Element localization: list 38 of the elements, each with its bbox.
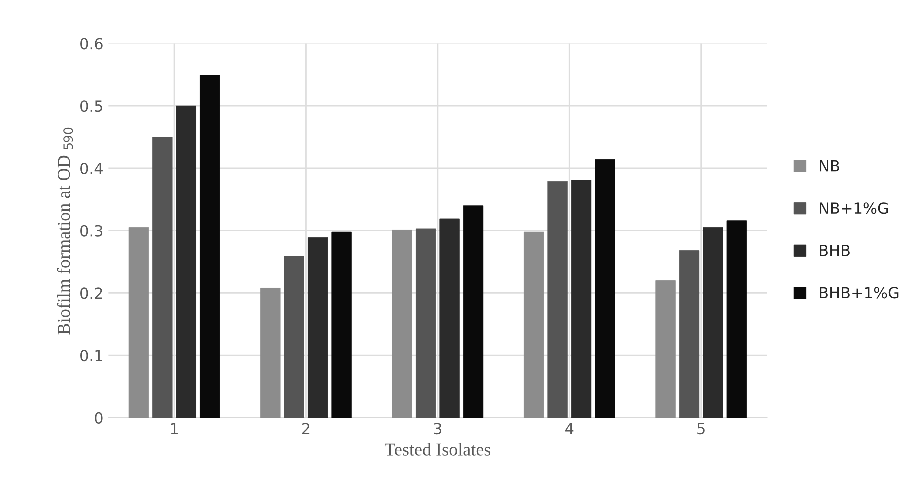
y-tick-label: 0.2 [80,288,102,300]
y-tick-label: 0.3 [80,225,103,237]
y-tick-label: 0 [95,412,103,424]
bar [656,280,676,418]
bar [152,137,173,418]
bar [571,180,592,418]
y-tick-label: 0.6 [80,38,103,50]
bar [332,232,352,418]
y-axis-title: Biofilm formation at OD $_{590}$ [57,128,74,335]
bar [416,228,436,418]
x-tick-label: 2 [302,423,310,434]
x-axis-title: Tested Isolates [384,443,491,456]
bar [392,230,412,418]
y-tick-label: 0.4 [80,162,103,174]
bar [284,256,304,418]
bar [260,288,281,418]
x-tick-label: 3 [434,423,442,435]
bar [548,181,568,418]
bar [463,206,484,418]
bar [679,250,700,418]
x-tick-label: 5 [698,423,705,435]
bar [128,228,150,418]
legend-label: NB [820,160,840,172]
bar [595,160,616,418]
legend-label: BHB [820,245,850,256]
x-tick-label: 1 [171,423,178,434]
legend-label: BHB+1%G [820,287,899,299]
bar [703,228,724,418]
bar [726,220,747,418]
bar [524,232,544,418]
bar [200,75,220,418]
legend-label: NB+1%G [820,202,888,214]
x-tick-label: 4 [566,423,574,434]
y-tick-label: 0.5 [80,100,102,112]
bar [308,238,328,418]
bar [440,218,460,418]
bar [176,106,196,418]
y-tick-label: 0.1 [80,350,102,362]
